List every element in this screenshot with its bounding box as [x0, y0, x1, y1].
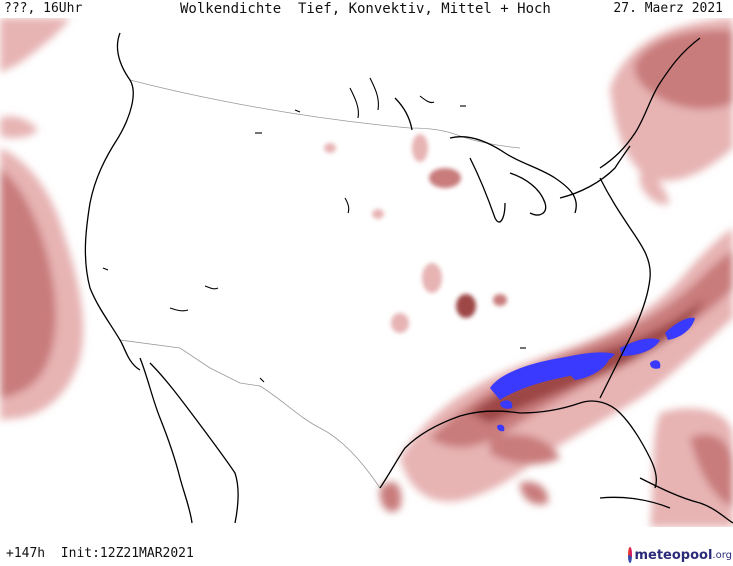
- meteopool-logo-icon: [628, 547, 633, 563]
- cloud-field-pacific: [0, 18, 84, 420]
- lake-outlines: [102, 77, 526, 383]
- coastlines: [84, 32, 733, 524]
- logo-tld-text: .org: [712, 549, 732, 561]
- model-run-info: +147h Init:12Z21MAR2021: [6, 546, 194, 561]
- forecast-time-label: ???, 16Uhr: [4, 1, 83, 16]
- map-title: Wolkendichte Tief, Konvektiv, Mittel + H…: [180, 1, 551, 17]
- forecast-date: 27. Maerz 2021: [613, 1, 723, 16]
- cloud-field-northeast: [610, 18, 733, 205]
- logo-brand-text: meteopool: [634, 547, 713, 563]
- convective-cells: [490, 317, 695, 432]
- cloud-field-plains: [324, 134, 507, 333]
- country-borders: [119, 79, 521, 489]
- cloud-cover-map: [0, 18, 733, 527]
- meteopool-logo[interactable]: meteopool .org: [628, 545, 732, 565]
